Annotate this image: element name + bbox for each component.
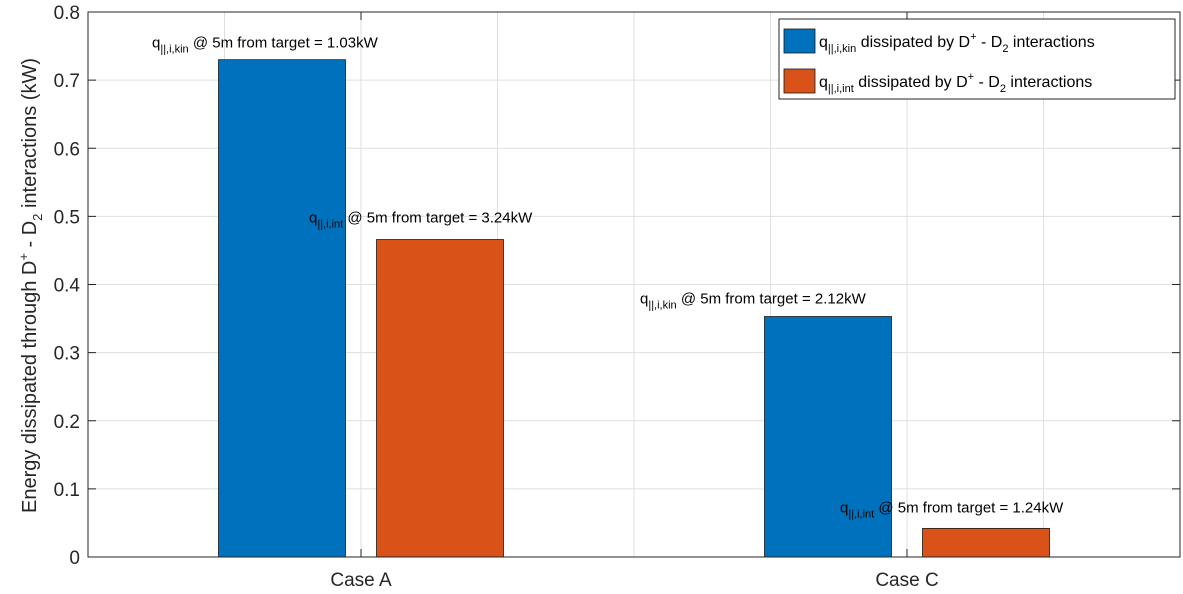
bar-int-case-a [376,239,504,558]
legend-subscript: ||,i,kin [828,43,856,55]
ticks: 0 0.1 0.2 0.3 0.4 0.5 0.6 0.7 0.8 Case A Case C [54,3,1180,591]
bar-annotation: q||,i,kin @ 5m from target = 1.03kW [152,35,379,56]
legend-swatch [783,28,816,54]
ylabel-subscript: 2 [30,214,45,221]
y-tick-label: 0.5 [54,207,80,228]
annotation-subscript: ||,i,int [848,508,874,520]
bars [218,59,1050,558]
legend-text: - D [974,74,1000,91]
legend-subscript: ||,i,int [828,83,854,95]
legend-text: dissipated by D [854,74,968,91]
legend-subscript: 2 [1002,43,1008,55]
annotation-text: @ 5m from target = 1.03kW [189,35,379,52]
x-tick-label: Case C [875,570,938,591]
y-tick-label: 0.8 [54,3,80,24]
y-tick-label: 0.4 [54,276,81,297]
annotation-text: @ 5m from target = 3.24kW [343,210,533,227]
annotation-subscript: ||,i,kin [160,44,188,56]
x-tick-label: Case A [330,570,392,591]
legend: q||,i,kin dissipated by D+ - D2 interact… [778,18,1176,100]
y-tick-label: 0.2 [54,412,80,433]
annotation-subscript: ||,i,int [317,219,343,231]
legend-q: q [819,74,828,91]
annotations: q||,i,kin @ 5m from target = 1.03kWq||,i… [152,35,1064,521]
y-tick-label: 0.7 [54,71,80,92]
bar-int-case-c [922,527,1050,558]
legend-text: - D [977,34,1003,51]
y-tick-label: 0.3 [54,344,80,365]
legend-superscript: + [968,71,974,83]
y-tick-label: 0.6 [54,139,80,160]
bar-annotation: q||,i,int @ 5m from target = 1.24kW [840,499,1064,520]
y-tick-label: 0.1 [54,480,80,501]
y-axis-label: Energy dissipated through D+ - D2 intera… [16,58,45,513]
y-tick-label: 0 [69,548,80,569]
legend-text: interactions [1006,74,1092,91]
annotation-text: @ 5m from target = 2.12kW [677,291,867,308]
ylabel-part: Energy dissipated through D [19,261,41,513]
ylabel-part: - D [19,221,41,253]
annotation-text: @ 5m from target = 1.24kW [874,499,1064,516]
bar-annotation: q||,i,kin @ 5m from target = 2.12kW [640,291,867,312]
ylabel-part: interactions (kW) [19,58,41,214]
legend-superscript: + [970,31,976,43]
bar-kin-case-c [764,316,892,558]
legend-q: q [819,34,828,51]
y-axis-label-text: Energy dissipated through D+ - D2 intera… [16,58,45,513]
legend-label: q||,i,int dissipated by D+ - D2 interact… [819,71,1092,95]
bar-kin-case-a [218,59,346,558]
legend-box [778,18,1176,100]
annotation-q: q [309,210,317,227]
annotation-q: q [840,499,848,516]
ylabel-superscript: + [16,253,31,261]
legend-text: dissipated by D [856,34,970,51]
bar-annotation: q||,i,int @ 5m from target = 3.24kW [309,210,533,231]
legend-swatch [783,68,816,94]
legend-subscript: 2 [1000,83,1006,95]
legend-text: interactions [1008,34,1094,51]
annotation-q: q [640,291,648,308]
annotation-subscript: ||,i,kin [648,300,676,312]
legend-label: q||,i,kin dissipated by D+ - D2 interact… [819,31,1095,55]
annotation-q: q [152,35,160,52]
